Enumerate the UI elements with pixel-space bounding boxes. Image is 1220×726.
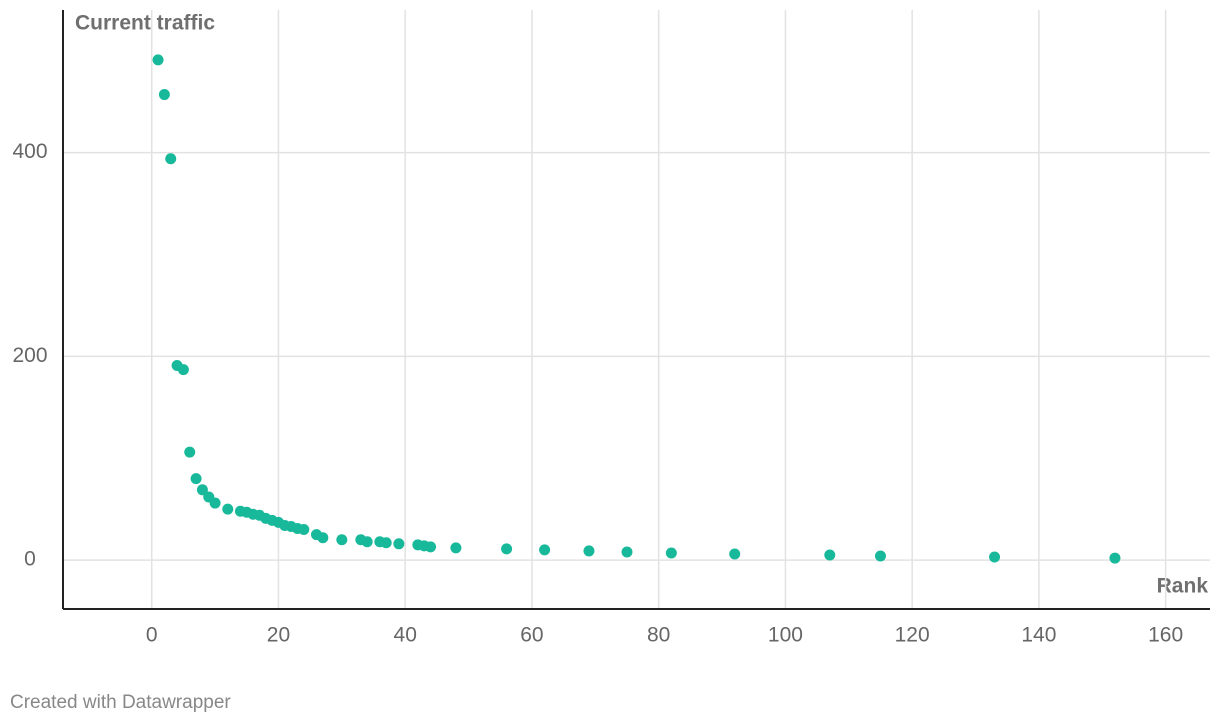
x-tick-label: 160: [1148, 624, 1183, 647]
x-tick-label: 80: [647, 624, 670, 647]
point: [209, 497, 221, 509]
x-tick-label: 0: [146, 624, 158, 647]
y-tick-label: 200: [12, 344, 47, 367]
x-tick-label: 40: [394, 624, 417, 647]
x-tick-label: 20: [267, 624, 290, 647]
point: [196, 484, 208, 496]
point: [190, 473, 202, 485]
point: [298, 524, 310, 536]
point: [1109, 552, 1121, 564]
y-axis-label: Current traffic: [75, 12, 215, 35]
point: [380, 537, 392, 549]
point: [425, 541, 437, 553]
point: [336, 534, 348, 546]
point: [152, 54, 164, 66]
point: [177, 364, 189, 376]
x-tick-label: 100: [768, 624, 803, 647]
y-tick-label: 0: [24, 548, 36, 571]
point: [665, 547, 677, 559]
point: [184, 446, 196, 458]
x-tick-label: 140: [1021, 624, 1056, 647]
point: [393, 538, 405, 550]
point: [729, 548, 741, 560]
point: [989, 551, 1001, 563]
x-tick-label: 120: [895, 624, 930, 647]
point: [222, 503, 234, 515]
y-tick-label: 400: [12, 140, 47, 163]
point: [158, 89, 170, 101]
x-axis-label: Rank: [1157, 575, 1209, 598]
x-tick-label: 60: [520, 624, 543, 647]
point: [501, 543, 513, 555]
point: [539, 544, 551, 556]
point: [361, 536, 373, 548]
point: [874, 550, 886, 562]
footer: Created with Datawrapper: [10, 692, 231, 713]
point: [450, 542, 462, 554]
point: [317, 532, 329, 544]
point: [824, 549, 836, 561]
point: [165, 153, 177, 165]
point: [621, 546, 633, 558]
point: [583, 545, 595, 557]
